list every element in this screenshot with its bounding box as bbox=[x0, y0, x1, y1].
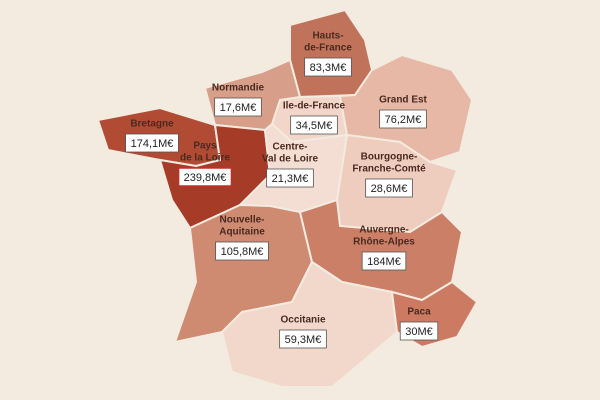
value-box bbox=[266, 168, 314, 188]
region-value: 83,3M€ bbox=[310, 62, 347, 74]
region-value: 34,5M€ bbox=[296, 120, 333, 132]
region-name: Franche-Comté bbox=[352, 164, 426, 175]
region-name: Auvergne- bbox=[359, 225, 408, 236]
region-value: 105,8M€ bbox=[221, 246, 264, 258]
region-name: Bourgogne- bbox=[361, 152, 418, 163]
value-box bbox=[214, 97, 262, 117]
value-box bbox=[177, 167, 233, 187]
region-value: 76,2M€ bbox=[385, 114, 422, 126]
region-value: 239,8M€ bbox=[184, 172, 227, 184]
region-value: 59,3M€ bbox=[285, 334, 322, 346]
region-name: Hauts- bbox=[312, 31, 343, 42]
region-value: 30M€ bbox=[405, 326, 433, 338]
value-box bbox=[399, 321, 439, 341]
region-name: Rhône-Alpes bbox=[353, 237, 415, 248]
region-value: 184M€ bbox=[367, 256, 401, 268]
region-name: Ile-de-France bbox=[283, 101, 346, 112]
value-box bbox=[125, 133, 179, 153]
region-name: Grand Est bbox=[379, 95, 427, 106]
region-name: Normandie bbox=[212, 83, 265, 94]
region bbox=[338, 53, 474, 164]
value-box bbox=[215, 241, 269, 261]
value-box bbox=[279, 329, 327, 349]
region-value: 21,3M€ bbox=[272, 173, 309, 185]
region-name: Pays bbox=[193, 141, 217, 152]
region-name: Aquitaine bbox=[219, 227, 265, 238]
region-name: Bretagne bbox=[130, 119, 174, 130]
region-value: 28,6M€ bbox=[371, 183, 408, 195]
region-name: Paca bbox=[407, 307, 431, 318]
value-box bbox=[304, 57, 352, 77]
value-box bbox=[361, 251, 407, 271]
region-name: de la Loire bbox=[180, 153, 230, 164]
region-name: Nouvelle- bbox=[219, 215, 264, 226]
region-name: de-France bbox=[304, 43, 352, 54]
region-name: Val de Loire bbox=[262, 154, 319, 165]
value-box bbox=[290, 115, 338, 135]
value-box bbox=[365, 178, 413, 198]
region-value: 17,6M€ bbox=[220, 102, 257, 114]
region bbox=[220, 260, 399, 388]
value-box bbox=[379, 109, 427, 129]
region-name: Centre- bbox=[272, 142, 307, 153]
region-name: Occitanie bbox=[280, 315, 325, 326]
region-value: 174,1M€ bbox=[131, 138, 174, 150]
